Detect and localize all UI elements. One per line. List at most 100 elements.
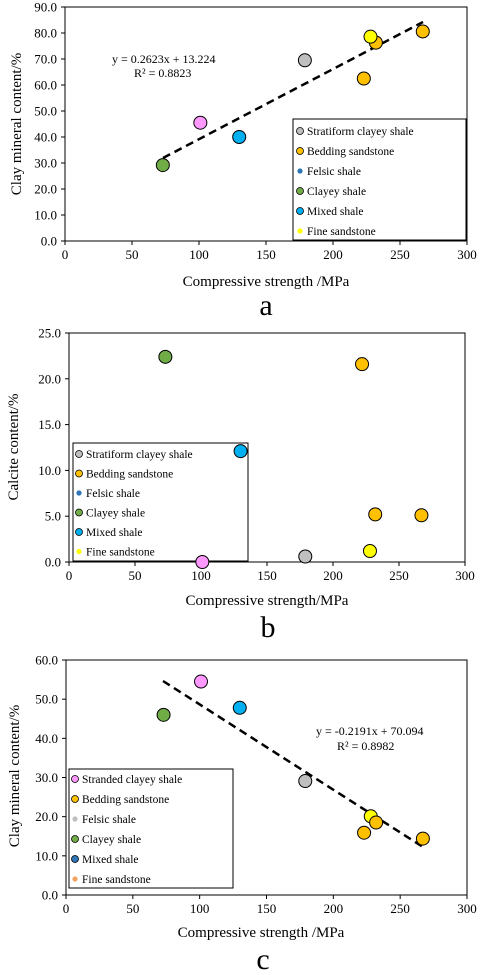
chart-b-legend-marker <box>76 548 82 555</box>
chart-b-ylabel: Calcite content/% <box>6 393 22 500</box>
chart-c-xtick-label: 100 <box>190 901 210 916</box>
chart-c-ytick-label: 50.0 <box>35 692 58 707</box>
chart-c-ytick-label: 60.0 <box>35 653 58 668</box>
chart-b-legend-marker <box>75 528 83 536</box>
chart-a-legend-label: Stratiform clayey shale <box>307 126 414 138</box>
chart-b-legend-marker <box>75 508 83 517</box>
chart-a-data-point <box>232 130 247 144</box>
chart-b-legend-marker <box>76 490 82 496</box>
chart-c-ytick-label: 30.0 <box>35 770 58 785</box>
chart-a-legend-box <box>292 118 467 241</box>
chart-c-data-point <box>194 674 209 689</box>
chart-c-data-point <box>298 774 313 789</box>
chart-c-legend-box <box>68 768 234 889</box>
chart-c-equation: y = -0.2191x + 70.094 <box>316 724 424 738</box>
chart-a-ytick-label: 70.0 <box>34 52 57 67</box>
chart-c-legend-marker <box>71 775 79 783</box>
chart-b-legend-label: Stratiform clayey shale <box>86 449 193 461</box>
chart-c-legend-label: Mixed shale <box>82 854 139 866</box>
chart-b-xtick-label: 250 <box>389 568 409 583</box>
chart-b-data-point <box>195 555 210 569</box>
chart-a-ylabel: Clay mineral content/% <box>9 53 25 195</box>
chart-c-ytick-label: 10.0 <box>35 848 58 863</box>
chart-a-ytick-label: 50.0 <box>34 104 57 119</box>
chart-b-xtick-label: 200 <box>323 568 343 583</box>
chart-a-xtick-label: 250 <box>390 247 410 262</box>
chart-c-data-point <box>369 815 384 830</box>
chart-c-legend-label: Felsic shale <box>82 814 136 826</box>
chart-b-legend-marker <box>75 469 83 478</box>
chart-a-xtick-label: 0 <box>62 247 69 262</box>
chart-a-ytick-label: 60.0 <box>34 78 57 93</box>
chart-a-legend-marker <box>297 228 303 234</box>
chart-a-legend-marker <box>296 127 304 135</box>
chart-a-legend-label: Clayey shale <box>307 186 366 198</box>
chart-c-xtick-label: 250 <box>390 901 410 916</box>
chart-a-legend-label: Bedding sandstone <box>307 146 394 158</box>
chart-b-legend: Stratiform clayey shale Bedding sandstone… <box>72 442 249 562</box>
chart-b-data-point <box>362 544 377 559</box>
chart-a-legend-label: Mixed shale <box>307 206 364 218</box>
chart-c-panel-label: c <box>256 943 269 975</box>
chart-a-legend: Stratiform clayey shale Bedding sandstone… <box>292 118 467 241</box>
chart-a-legend-marker <box>296 207 304 215</box>
chart-b-ticks: 0 50 100 150 200 250 300 0.0 5.0 10.0 15.0 20.0 25.0 <box>38 326 475 584</box>
chart-a-data-point <box>356 71 371 86</box>
chart-b-data-point <box>368 507 383 522</box>
chart-b-ytick-label: 10.0 <box>38 463 61 478</box>
chart-c-legend-label: Clayey shale <box>82 834 141 846</box>
chart-c-ylabel: Clay mineral content/% <box>7 705 23 847</box>
chart-c-legend-marker <box>71 835 79 843</box>
chart-b-legend-box <box>72 442 249 562</box>
chart-b-legend-label: Bedding sandstone <box>86 469 173 481</box>
chart-a-data-point <box>415 24 430 39</box>
chart-a-ytick-label: 90.0 <box>34 0 57 15</box>
chart-b-data-point <box>355 357 370 372</box>
chart-a-legend-marker <box>296 147 304 155</box>
chart-b-xtick-label: 300 <box>455 568 475 583</box>
chart-b: 0 50 100 150 200 250 300 0.0 5.0 10.0 15.0 20.0 25.0… <box>6 326 475 645</box>
chart-a-ytick-label: 80.0 <box>34 26 57 41</box>
chart-a-points <box>155 24 430 173</box>
chart-c: 0 50 100 150 200 250 300 0.0 10.0 20.0 30.0 40.0 50.… <box>7 653 477 975</box>
chart-a-legend-marker <box>296 187 304 195</box>
chart-b-ytick-label: 5.0 <box>45 509 61 524</box>
chart-b-xlabel: Compressive strength/MPa <box>186 593 349 609</box>
chart-c-xtick-label: 50 <box>126 901 139 916</box>
chart-a-legend-label: Fine sandstone <box>307 226 376 238</box>
chart-a-equation: y = 0.2623x + 13.224 <box>112 52 216 66</box>
chart-b-legend-label: Felsic shale <box>86 488 140 500</box>
chart-b-data-point <box>414 508 429 523</box>
chart-a-trendline <box>162 20 424 160</box>
chart-b-data-point <box>233 444 248 459</box>
chart-c-ytick-label: 40.0 <box>35 731 58 746</box>
chart-a-ytick-label: 40.0 <box>34 130 57 145</box>
chart-c-data-point <box>415 831 430 846</box>
chart-a: 0 50 100 150 200 250 300 0.0 10.0 20.0 30.0 40.0 50.… <box>9 0 477 322</box>
chart-c-data-point <box>357 825 372 840</box>
chart-c-data-point <box>156 707 171 722</box>
chart-b-points <box>158 349 429 569</box>
chart-c-legend-marker <box>71 795 79 803</box>
chart-a-ytick-label: 30.0 <box>34 156 57 171</box>
chart-b-data-point <box>298 549 313 564</box>
chart-c-xtick-label: 300 <box>457 901 477 916</box>
chart-c-legend-marker <box>71 855 79 863</box>
chart-c-data-point <box>232 700 247 715</box>
chart-a-xtick-label: 300 <box>457 247 477 262</box>
chart-a-xtick-label: 50 <box>126 247 139 262</box>
chart-b-legend-label: Fine sandstone <box>86 547 155 559</box>
chart-a-data-point <box>363 29 378 44</box>
chart-b-data-point <box>158 349 173 364</box>
chart-c-xtick-label: 200 <box>324 901 344 916</box>
chart-b-ytick-label: 0.0 <box>45 555 61 570</box>
chart-b-ytick-label: 20.0 <box>38 371 61 386</box>
chart-a-legend-label: Felsic shale <box>307 166 361 178</box>
chart-a-data-point <box>155 158 170 173</box>
chart-a-xtick-label: 100 <box>189 247 209 262</box>
chart-a-data-point <box>193 115 208 130</box>
chart-c-ytick-label: 0.0 <box>42 888 58 903</box>
chart-c-xlabel: Compressive strength /MPa <box>178 925 345 941</box>
chart-b-panel-label: b <box>261 611 276 644</box>
chart-a-xtick-label: 200 <box>323 247 343 262</box>
